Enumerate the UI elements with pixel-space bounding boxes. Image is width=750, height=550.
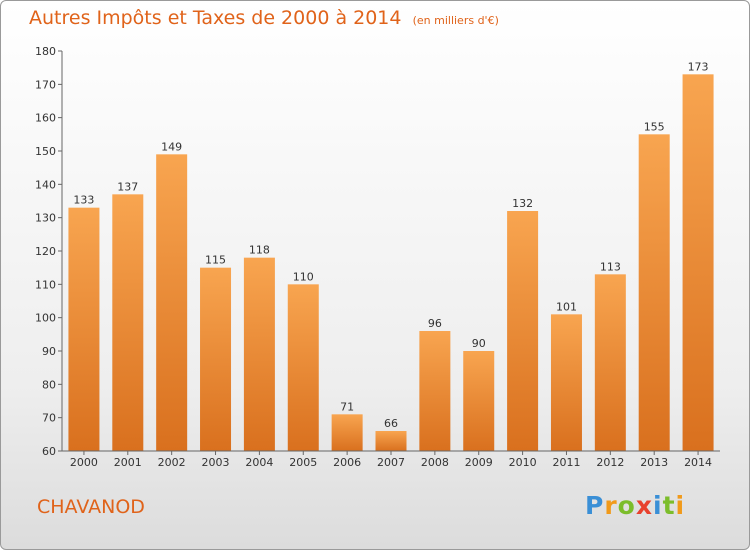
bar-value-label: 113 [600,260,621,273]
proxiti-logo: Proxiti [585,491,685,520]
bar-value-label: 137 [117,180,138,193]
bar-value-label: 118 [249,244,270,257]
bar-value-label: 149 [161,140,182,153]
x-tick-label: 2006 [333,456,361,469]
bar-value-label: 132 [512,197,533,210]
x-tick-label: 2007 [377,456,405,469]
bar [375,431,407,451]
bar [287,284,319,451]
bar [200,267,232,451]
y-tick-label: 150 [35,145,56,158]
bar [594,274,626,451]
x-tick-label: 2000 [70,456,98,469]
logo-letter: i [653,491,663,520]
chart-unit: (en milliers d'€) [412,14,499,27]
x-tick-label: 2014 [684,456,712,469]
bar [638,134,670,452]
y-tick-label: 120 [35,245,56,258]
y-tick-label: 70 [42,412,56,425]
bar [68,207,100,451]
x-tick-label: 2009 [465,456,493,469]
bar [331,414,363,451]
bar [419,331,451,451]
y-tick-label: 90 [42,345,56,358]
logo-letter: P [585,491,605,520]
y-tick-label: 80 [42,378,56,391]
x-tick-label: 2010 [509,456,537,469]
bar [550,314,582,451]
logo-letter: x [635,491,653,520]
y-axis: 60 70 80 90 100 110 120 130 140 150 160 170 180 [35,45,63,458]
bar [243,257,275,451]
bar-value-label: 173 [688,60,709,73]
chart-title: Autres Impôts et Taxes de 2000 à 2014 [29,7,402,29]
bar-value-label: 96 [428,317,442,330]
y-tick-label: 100 [35,312,56,325]
title-row: Autres Impôts et Taxes de 2000 à 2014 (e… [29,7,499,29]
y-tick-label: 160 [35,112,56,125]
y-tick-label: 140 [35,178,56,191]
y-tick-label: 60 [42,445,56,458]
x-tick-label: 2004 [245,456,273,469]
logo-letter: i [675,491,686,520]
bar-value-label: 110 [293,270,314,283]
bar [112,194,144,452]
x-tick-label: 2001 [114,456,142,469]
x-tick-label: 2002 [158,456,186,469]
logo-letter: r [604,491,618,520]
bar [682,74,714,451]
logo-letter: o [617,491,636,520]
x-tick-label: 2012 [596,456,624,469]
bar-value-label: 115 [205,254,226,267]
y-tick-label: 170 [35,78,56,91]
logo-letter: t [662,491,676,520]
bars: 133 137 149 115 118 110 71 66 96 90 132 101 113 155 17… [68,60,714,452]
bar-value-label: 133 [73,194,94,207]
x-tick-label: 2005 [289,456,317,469]
x-axis: 2000 2001 2002 2003 2004 2005 2006 2007 2008 2009… [62,450,720,469]
bar-value-label: 101 [556,300,577,313]
bar [463,351,495,451]
x-tick-label: 2011 [552,456,580,469]
x-tick-label: 2008 [421,456,449,469]
x-tick-label: 2013 [640,456,668,469]
y-tick-label: 130 [35,212,56,225]
x-tick-label: 2003 [202,456,230,469]
bar-value-label: 155 [644,120,665,133]
y-tick-label: 110 [35,278,56,291]
y-tick-label: 180 [35,45,56,58]
bar [507,211,539,451]
bar-value-label: 66 [384,417,398,430]
town-name: CHAVANOD [37,496,145,518]
bar [156,154,188,452]
bar-value-label: 71 [340,400,354,413]
bar-value-label: 90 [472,337,486,350]
